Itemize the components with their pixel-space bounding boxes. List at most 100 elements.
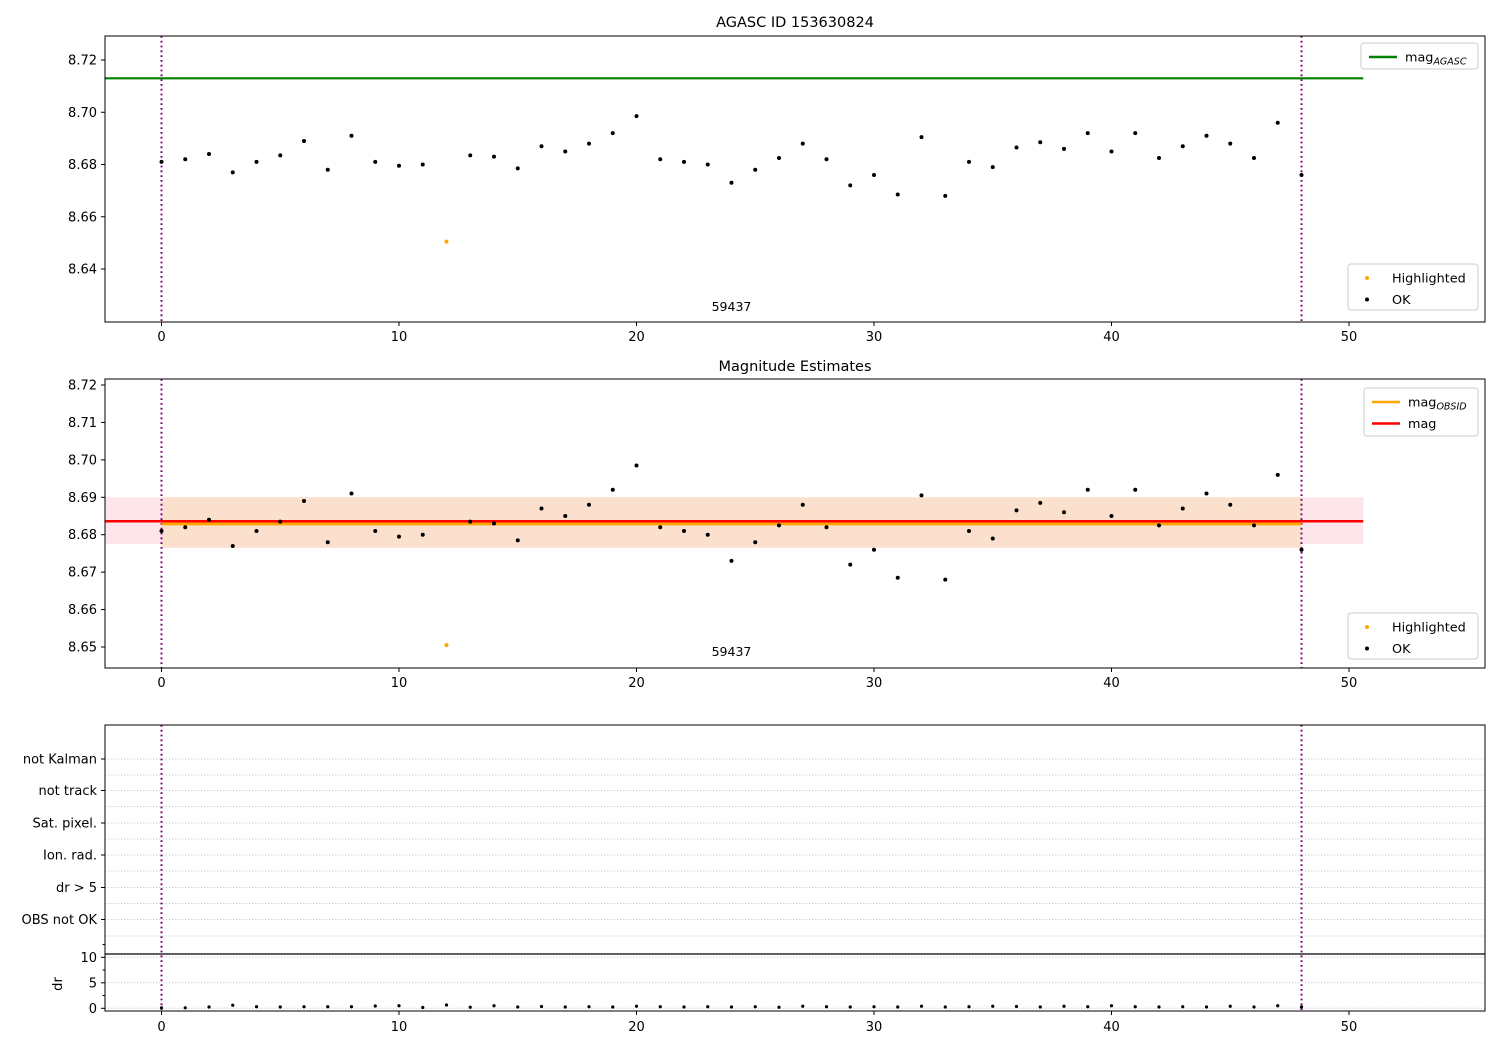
flag-label: dr > 5	[56, 881, 97, 896]
ok-point	[943, 577, 948, 582]
ok-point	[777, 523, 781, 528]
y-tick-label: 8.71	[68, 416, 97, 431]
ok-point	[1085, 131, 1090, 136]
dr-point	[919, 1004, 924, 1008]
ok-point	[1038, 140, 1043, 145]
top-panel-title: AGASC ID 153630824	[716, 15, 874, 31]
obsid-annotation: 59437	[712, 644, 752, 659]
ok-point	[302, 138, 306, 143]
ok-point	[872, 172, 876, 177]
dr-point	[1038, 1005, 1042, 1009]
dr-point	[207, 1005, 211, 1009]
y-tick-label: 8.70	[68, 453, 97, 468]
ok-point	[468, 153, 473, 158]
ok-point	[302, 499, 306, 504]
ok-point	[1014, 145, 1019, 150]
ok-point	[1062, 510, 1066, 515]
ok-point	[587, 141, 591, 146]
ok-point	[1133, 487, 1138, 492]
ok-point	[967, 159, 971, 164]
ok-point	[230, 170, 235, 175]
ok-point	[1109, 149, 1114, 154]
ok-point	[468, 519, 473, 524]
ok-point	[159, 528, 164, 533]
y-tick-label: 8.64	[68, 263, 97, 278]
y-tick-label: 8.69	[68, 491, 97, 506]
ok-point	[1038, 500, 1043, 505]
ok-point	[967, 528, 971, 533]
x-tick-label: 30	[866, 676, 883, 691]
ok-point	[705, 162, 710, 167]
dr-point	[777, 1005, 781, 1009]
ok-point	[943, 193, 948, 198]
dr-point	[1228, 1004, 1232, 1008]
ok-point	[420, 162, 425, 167]
ok-point	[634, 463, 639, 468]
ok-point	[254, 159, 259, 164]
ok-point	[1275, 472, 1280, 477]
ok-point	[610, 131, 615, 136]
dr-point	[397, 1004, 401, 1008]
x-tick-label: 0	[157, 676, 165, 691]
dr-point	[587, 1005, 591, 1009]
dr-point	[801, 1004, 805, 1008]
y-tick-label: 8.72	[68, 379, 97, 394]
dr-tick-label: 5	[89, 976, 97, 991]
x-tick-label: 0	[157, 330, 165, 345]
dr-point	[682, 1005, 686, 1009]
ok-point	[539, 144, 544, 149]
legend-sample-dot	[1365, 646, 1369, 651]
y-tick-label: 8.68	[68, 528, 97, 543]
y-tick-label: 8.65	[68, 641, 97, 656]
legend-mag-agasc	[1360, 42, 1479, 70]
dr-point	[634, 1004, 639, 1008]
ok-point	[397, 163, 401, 168]
ok-point	[325, 540, 330, 545]
ok-point	[919, 493, 924, 498]
ok-point	[1157, 155, 1161, 160]
dr-point	[658, 1005, 662, 1009]
dr-point	[1181, 1005, 1185, 1009]
ok-point	[658, 525, 663, 530]
ok-point	[349, 491, 354, 496]
dr-point	[1133, 1005, 1137, 1009]
dr-point	[824, 1005, 829, 1009]
dr-point	[278, 1005, 282, 1009]
ok-point	[1299, 547, 1304, 552]
x-tick-label: 30	[866, 330, 883, 345]
ok-point	[1014, 508, 1019, 513]
dr-point	[563, 1005, 567, 1009]
flag-label: not track	[38, 784, 97, 799]
x-tick-label: 20	[628, 1020, 645, 1035]
y-tick-label: 8.68	[68, 158, 97, 173]
ok-point	[682, 159, 686, 164]
dr-point	[967, 1005, 971, 1009]
ok-point	[990, 165, 995, 170]
legend-points-middle	[1347, 612, 1479, 660]
legend-sample-dot	[1365, 297, 1369, 302]
dr-point	[729, 1005, 734, 1009]
ok-point	[824, 525, 829, 530]
ok-point	[1085, 487, 1090, 492]
ok-point	[872, 547, 876, 552]
ok-point	[990, 536, 995, 541]
ok-point	[159, 159, 164, 164]
dr-point	[231, 1003, 235, 1007]
dr-point	[1252, 1005, 1256, 1009]
x-tick-label: 50	[1341, 676, 1358, 691]
x-tick-label: 40	[1103, 330, 1120, 345]
ok-point	[1275, 120, 1280, 125]
flag-label: not Kalman	[23, 753, 97, 768]
x-tick-label: 10	[391, 330, 408, 345]
ok-point	[753, 540, 758, 545]
flag-label: Ion. rad.	[43, 849, 97, 864]
ok-point	[492, 521, 496, 526]
dr-tick-label: 10	[80, 951, 97, 966]
dr-point	[492, 1004, 496, 1008]
ok-point	[777, 155, 781, 160]
middle-panel-title: Magnitude Estimates	[718, 359, 871, 375]
legend-sample-dot	[1365, 625, 1369, 629]
dr-point	[1204, 1005, 1209, 1009]
